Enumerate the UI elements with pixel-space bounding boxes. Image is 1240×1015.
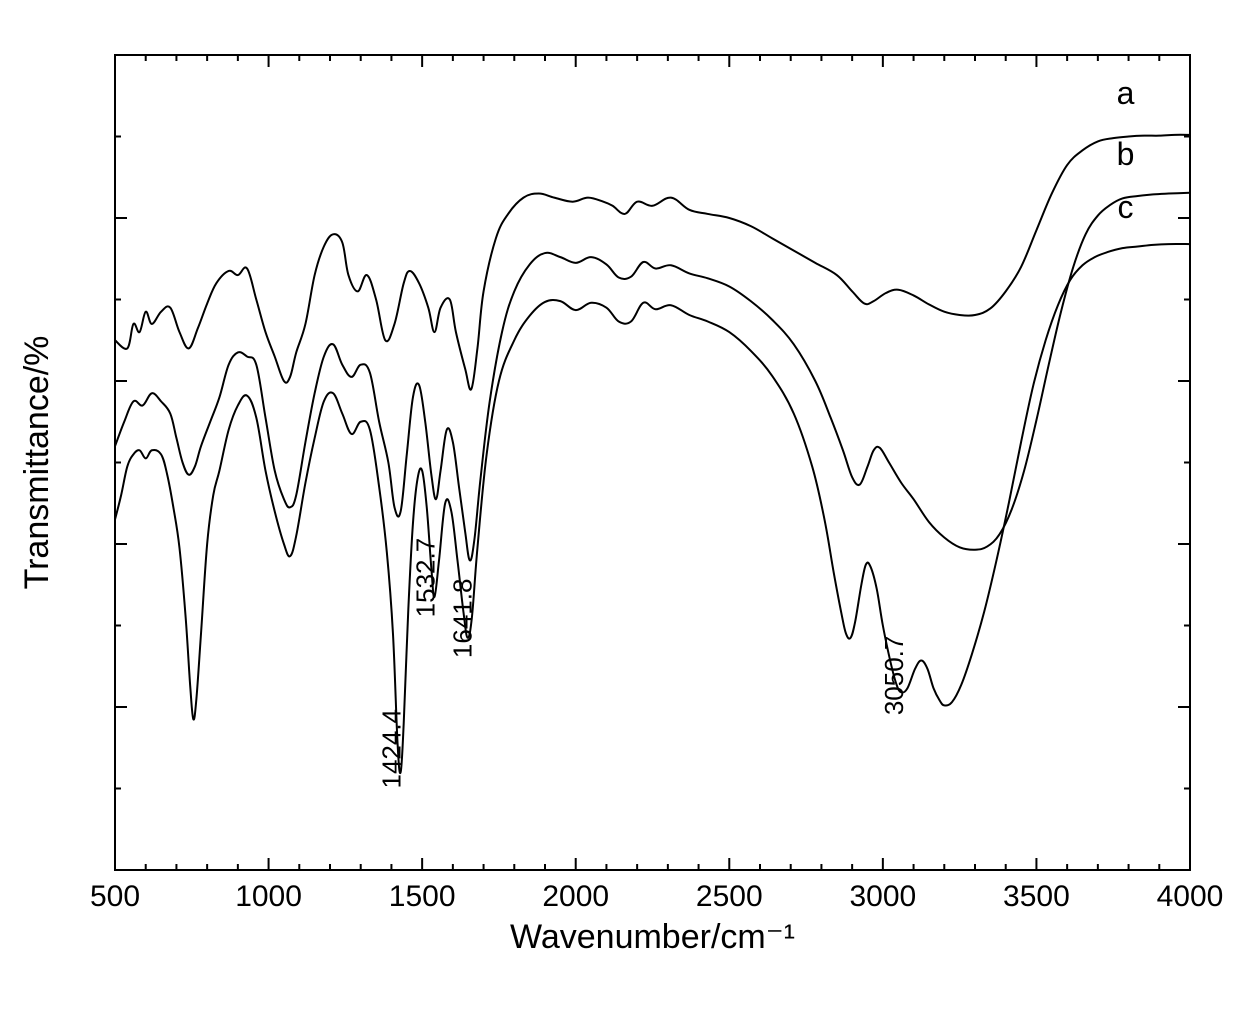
ir-spectrum-chart: 500 1000 1500 2000 2500 3000 3500 4000 Wavenumbe… (0, 0, 1240, 1015)
x-tick-label: 2000 (542, 880, 609, 913)
y-axis-label: Transmittance/% (18, 336, 56, 590)
x-tick-label: 4000 (1157, 880, 1224, 913)
x-tick-label: 500 (90, 880, 140, 913)
x-tick-label: 3000 (849, 880, 916, 913)
x-axis-label: Wavenumber/cm⁻¹ (510, 918, 795, 956)
x-tick-label: 3500 (1003, 880, 1070, 913)
x-tick-label: 1000 (235, 880, 302, 913)
series-label-a: a (1117, 75, 1135, 111)
peak-label-1532.7: 1532.7 (410, 538, 440, 618)
x-tick-label: 1500 (389, 880, 456, 913)
peak-label-3050.7: 3050.7 (879, 636, 909, 716)
series-label-c: c (1118, 189, 1134, 225)
peak-label-1641.8: 1641.8 (447, 579, 477, 659)
peak-label-1424.4: 1424.4 (377, 709, 407, 789)
series-c (115, 244, 1190, 773)
plot-frame (115, 55, 1190, 870)
series-a (115, 135, 1190, 390)
series-label-b: b (1117, 136, 1135, 172)
chart-svg: 500 1000 1500 2000 2500 3000 3500 4000 Wavenumbe… (0, 0, 1240, 1015)
x-tick-label: 2500 (696, 880, 763, 913)
